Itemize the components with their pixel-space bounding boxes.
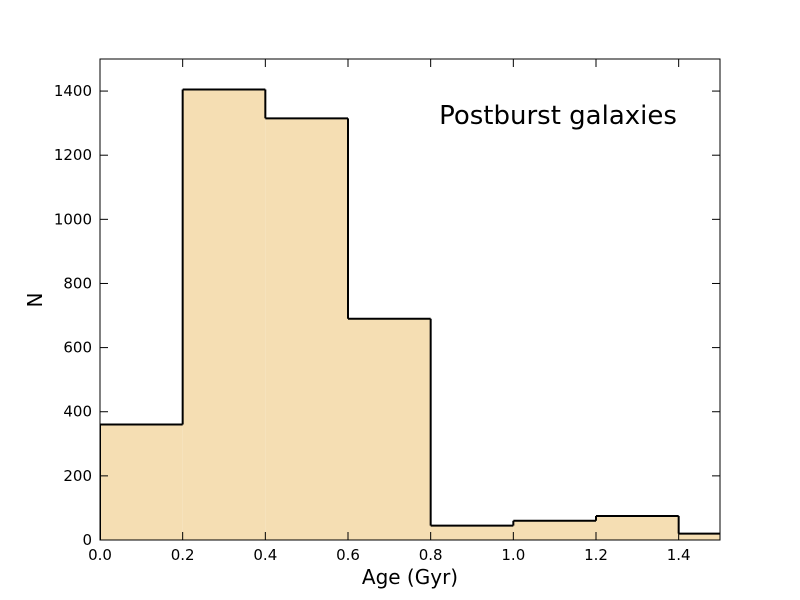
x-tick-label: 0.8 [419,546,443,564]
x-tick-label: 1.2 [584,546,608,564]
x-tick-label: 0.0 [88,546,112,564]
bar [430,525,514,540]
bar [100,424,183,540]
y-tick-label: 0 [82,531,92,549]
annotation: Postburst galaxies [439,101,677,131]
y-tick-label: 1000 [54,210,92,228]
bar [678,533,720,540]
y-tick-label: 400 [63,403,92,421]
y-tick-label: 800 [63,274,92,292]
bar [182,89,266,540]
x-axis-label: Age (Gyr) [362,565,458,589]
bar [348,318,431,540]
axes: 0 200 400 600 800 1000 1200 1400 0.0 0.2 0.4 0.6 0.8… [54,58,721,564]
x-tick-label: 0.4 [253,546,277,564]
y-axis-label: N [23,293,47,308]
y-tick-label: 200 [63,467,92,485]
plot-area [100,88,720,540]
bar [596,515,679,540]
bar [265,118,348,540]
y-tick-label: 600 [63,339,92,357]
y-tick-label: 1200 [54,146,92,164]
y-tick-label: 1400 [54,82,92,100]
x-tick-label: 0.6 [336,546,360,564]
x-tick-label: 1.4 [667,546,691,564]
bar [513,520,596,540]
plot-frame [99,58,721,541]
x-tick-label: 1.0 [501,546,525,564]
x-tick-label: 0.2 [171,546,195,564]
